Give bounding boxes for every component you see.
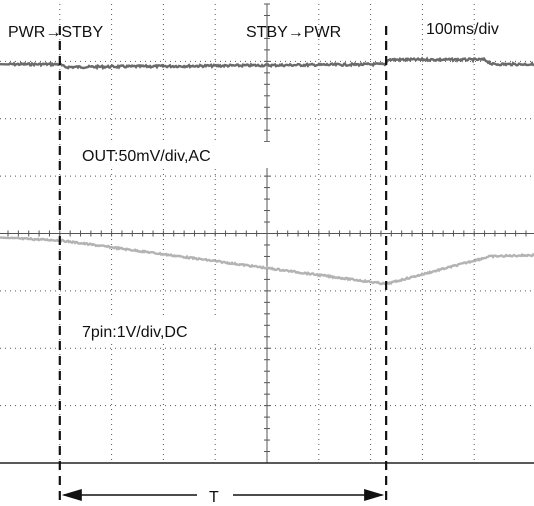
- trace-out: [0, 56, 534, 71]
- grid: [0, 4, 534, 463]
- label-bg-pin7: [80, 318, 250, 344]
- label-bg-interval: [197, 486, 233, 506]
- trace-7pin: [0, 236, 534, 286]
- event-markers: [58, 26, 388, 502]
- label-bg-out: [80, 142, 270, 168]
- label-interval-t: T: [209, 489, 219, 506]
- arrowhead-left: [61, 489, 82, 501]
- label-stby-to-pwr: STBY→PWR: [246, 24, 341, 41]
- label-pwr-to-stby: PWR→STBY: [8, 24, 103, 41]
- label-out-channel: OUT:50mV/div,AC: [82, 148, 211, 165]
- arrowhead-right: [364, 489, 385, 501]
- traces: [0, 56, 534, 286]
- label-pin7-channel: 7pin:1V/div,DC: [82, 324, 188, 341]
- label-timebase: 100ms/div: [426, 21, 499, 38]
- center-axes: [0, 3, 534, 464]
